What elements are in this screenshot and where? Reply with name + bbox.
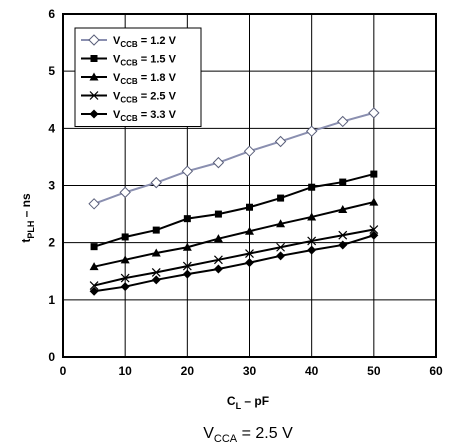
- legend-marker: [90, 55, 98, 62]
- series-line: [93, 228, 375, 287]
- data-point: [150, 176, 162, 189]
- data-point: [245, 226, 254, 235]
- data-point: [214, 210, 222, 218]
- series-1: [88, 107, 380, 210]
- series-line: [93, 234, 375, 293]
- data-point: [120, 255, 130, 264]
- x-tick-label: 0: [60, 364, 67, 378]
- data-point: [370, 170, 378, 178]
- data-point: [308, 183, 316, 191]
- legend-marker: [89, 72, 99, 81]
- data-point: [369, 225, 379, 234]
- data-point: [89, 262, 99, 271]
- series-line: [93, 111, 375, 205]
- series-2: [90, 170, 378, 251]
- data-point: [120, 282, 130, 292]
- series-3: [89, 197, 379, 271]
- y-tick-label: 3: [48, 179, 55, 193]
- data-point: [369, 230, 379, 240]
- data-point: [245, 258, 254, 268]
- data-point: [276, 219, 286, 228]
- data-point: [89, 281, 99, 290]
- legend-item: VCCB = 1.5 V: [81, 54, 177, 68]
- series-line: [93, 173, 375, 248]
- legend-marker: [89, 91, 99, 100]
- data-point: [89, 286, 99, 296]
- data-point: [88, 198, 100, 210]
- tick-labels: 0 10 20 30 40 50 60 0 1 2 3 4 5 6: [48, 7, 443, 378]
- legend: VCCB = 1.2 V VCCB = 1.5 V VCCB = 1.8 V VCCB…: [74, 27, 202, 127]
- data-point: [277, 194, 285, 202]
- series-4: [89, 225, 379, 290]
- data-point: [245, 249, 254, 258]
- figure-caption: VCCA = 2.5 V: [203, 425, 293, 445]
- data-point: [339, 178, 347, 186]
- y-tick-label: 5: [48, 64, 55, 78]
- data-point: [152, 226, 160, 234]
- legend-item: VCCB = 1.8 V: [81, 72, 177, 86]
- x-tick-label: 20: [181, 364, 195, 378]
- series-5: [89, 230, 379, 296]
- legend-label: VCCB = 1.5 V: [113, 54, 177, 68]
- data-point: [151, 248, 161, 257]
- data-point: [305, 125, 318, 137]
- data-point: [369, 197, 379, 206]
- legend-item: VCCB = 1.2 V: [81, 34, 177, 49]
- y-tick-label: 2: [48, 236, 55, 250]
- legend-label: VCCB = 3.3 V: [113, 109, 177, 123]
- legend-label: VCCB = 1.2 V: [113, 35, 177, 49]
- y-tick-label: 4: [48, 121, 55, 135]
- y-axis-title: tPLH – ns: [19, 193, 36, 243]
- x-axis-title: CL – pF: [227, 394, 269, 411]
- y-tick-label: 0: [48, 350, 55, 364]
- data-point: [338, 230, 348, 240]
- series-layer: [88, 107, 380, 296]
- legend-marker: [89, 109, 99, 119]
- x-tick-label: 40: [305, 364, 319, 378]
- series-line: [93, 201, 375, 268]
- legend-marker: [88, 34, 100, 46]
- x-tick-label: 30: [243, 364, 257, 378]
- data-point: [338, 240, 348, 250]
- data-point: [276, 251, 286, 261]
- data-point: [151, 275, 161, 285]
- legend-label: VCCB = 2.5 V: [113, 91, 177, 105]
- data-point: [213, 255, 223, 265]
- data-point: [246, 203, 253, 211]
- data-point: [213, 264, 223, 274]
- x-tick-label: 50: [367, 364, 381, 378]
- data-point: [368, 107, 380, 119]
- y-tick-label: 6: [48, 7, 55, 21]
- x-tick-label: 60: [429, 364, 443, 378]
- plot-frame: [62, 13, 437, 358]
- data-point: [307, 212, 317, 221]
- data-point: [212, 156, 225, 169]
- data-point: [276, 242, 286, 252]
- legend-item: VCCB = 2.5 V: [81, 91, 177, 105]
- data-point: [151, 267, 161, 277]
- x-tick-label: 10: [118, 364, 132, 378]
- data-point: [243, 145, 256, 157]
- legend-label: VCCB = 1.8 V: [113, 72, 177, 86]
- data-point: [182, 242, 192, 251]
- data-point: [120, 273, 130, 283]
- data-point: [338, 205, 348, 214]
- data-point: [337, 115, 349, 128]
- data-point: [307, 245, 317, 255]
- data-point: [307, 236, 317, 246]
- data-point: [213, 234, 223, 243]
- data-point: [119, 186, 131, 199]
- legend-item: VCCB = 3.3 V: [81, 109, 177, 123]
- data-point: [274, 135, 287, 148]
- data-point: [181, 165, 194, 177]
- data-point: [183, 215, 191, 223]
- data-point: [90, 243, 98, 251]
- data-point: [182, 261, 192, 271]
- y-tick-label: 1: [48, 293, 55, 307]
- data-point: [121, 233, 129, 241]
- data-point: [182, 269, 192, 279]
